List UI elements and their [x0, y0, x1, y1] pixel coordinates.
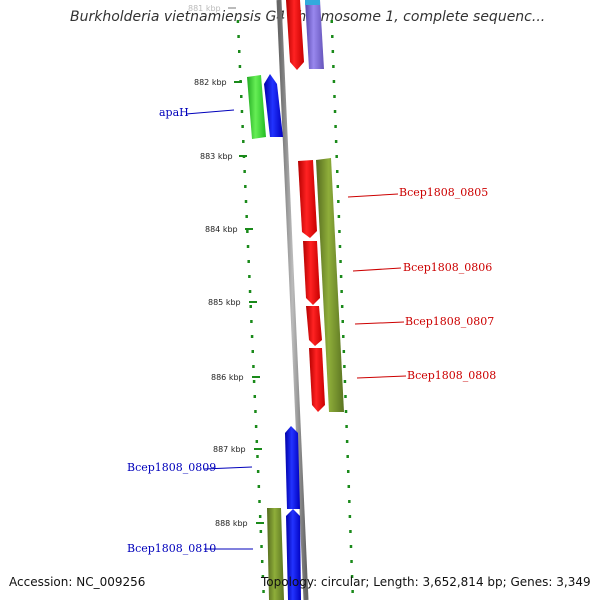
- ruler-label-883: 883 kbp: [200, 152, 233, 161]
- ruler-label-881: 881 kbp: [188, 4, 221, 13]
- gene-label-bcep-0805[interactable]: Bcep1808_0805: [399, 186, 488, 199]
- gene-labels: apaH Bcep1808_0805 Bcep1808_0806 Bcep180…: [127, 106, 496, 555]
- ruler-label-885: 885 kbp: [208, 298, 241, 307]
- olive-feature-888[interactable]: [267, 508, 284, 600]
- cyan-feature-top: [305, 0, 320, 5]
- green-feature-882[interactable]: [247, 75, 266, 139]
- forward-strand-features: [286, 0, 344, 412]
- red-feature-top[interactable]: [286, 0, 304, 70]
- bcep-0809-gene-arrow[interactable]: [285, 426, 300, 509]
- chromosome-backbone: [276, 0, 309, 600]
- bcep-0807-gene-arrow[interactable]: [306, 306, 322, 346]
- ruler-label-884: 884 kbp: [205, 225, 238, 234]
- apaH-gene-arrow[interactable]: [264, 74, 283, 137]
- ruler-label-888: 888 kbp: [215, 519, 248, 528]
- bcep-0806-leader: [352, 267, 402, 272]
- ruler-label-887: 887 kbp: [213, 445, 246, 454]
- gene-label-bcep-0808[interactable]: Bcep1808_0808: [407, 369, 496, 382]
- gene-label-bcep-0807[interactable]: Bcep1808_0807: [405, 315, 494, 328]
- topology-text: Topology: circular; Length: 3,652,814 bp…: [261, 575, 591, 589]
- bcep-0805-leader: [347, 193, 399, 198]
- bcep-0809-leader: [203, 466, 253, 470]
- reverse-strand-features: [247, 74, 301, 600]
- accession-text: Accession: NC_009256: [9, 575, 146, 589]
- ruler-label-882: 882 kbp: [194, 78, 227, 87]
- inner-scale-track: [236, 20, 265, 593]
- bcep-0806-gene-arrow[interactable]: [303, 241, 320, 305]
- bcep-0808-leader: [356, 375, 407, 379]
- gene-label-bcep-0809[interactable]: Bcep1808_0809: [127, 461, 216, 474]
- bcep-0805-gene-arrow[interactable]: [298, 160, 317, 238]
- ruler: 881 kbp 882 kbp 883 kbp 884 kbp 885 kbp …: [188, 4, 264, 528]
- olive-feature-884-886[interactable]: [316, 158, 344, 412]
- outer-scale-track: [330, 20, 354, 593]
- bcep-0810-gene-arrow[interactable]: [286, 509, 301, 600]
- gene-label-apaH[interactable]: apaH: [159, 106, 189, 119]
- bcep-0808-gene-arrow[interactable]: [309, 348, 325, 412]
- bcep-0807-leader: [354, 321, 405, 325]
- ruler-label-886: 886 kbp: [211, 373, 244, 382]
- purple-feature-top[interactable]: [305, 0, 324, 69]
- apaH-leader: [185, 109, 235, 115]
- gene-label-bcep-0810[interactable]: Bcep1808_0810: [127, 542, 216, 555]
- gene-label-bcep-0806[interactable]: Bcep1808_0806: [403, 261, 492, 274]
